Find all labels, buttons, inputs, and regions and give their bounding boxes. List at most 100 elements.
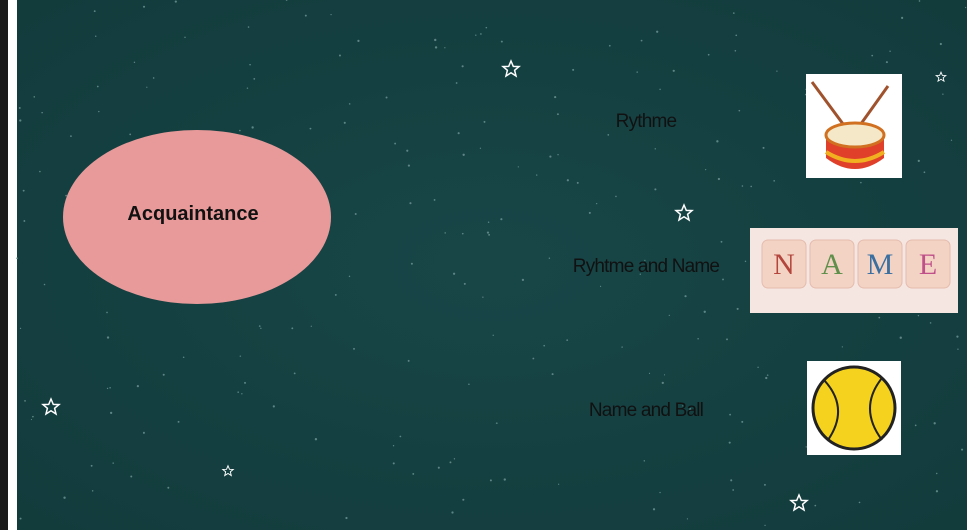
speck [918,160,920,162]
speck [552,373,554,375]
speck [566,339,568,341]
speck [664,374,665,375]
speck [936,473,937,474]
speck [453,273,455,275]
speck [656,31,658,33]
speck [167,487,169,489]
speck [726,338,728,340]
speck [91,465,93,467]
speck [175,0,177,2]
speck [842,346,843,347]
speck [600,286,601,287]
speck [641,40,643,42]
speck [109,387,111,389]
speck [107,336,109,338]
speck [705,169,706,170]
speck [708,54,710,56]
speck [735,35,737,37]
speck [482,297,483,298]
speck [522,279,524,281]
speck [408,360,410,362]
speck [110,412,112,414]
speck [659,492,660,493]
speck [636,71,637,72]
speck [435,46,437,48]
speck [940,43,942,45]
speck [386,96,388,98]
speck [444,232,446,234]
speck [739,110,741,112]
speck [106,312,108,314]
speck [764,525,765,526]
speck [757,367,758,368]
speck [353,348,355,350]
speck [20,518,22,520]
speck [673,70,675,72]
speck [355,213,357,215]
speck [956,336,958,338]
speck [900,337,902,339]
speck [721,241,723,243]
speck [697,338,699,340]
speck [653,508,655,510]
speck [310,128,312,130]
speck [716,140,718,142]
speck [718,178,720,180]
speck [357,40,359,42]
speck [241,393,242,394]
speck [41,112,43,114]
speck [184,37,185,38]
ball-image [807,361,901,455]
speck [253,78,255,80]
speck [572,69,574,71]
speck [349,276,350,277]
speck [735,50,737,52]
speck [687,518,688,519]
speck [134,62,135,63]
speck [733,12,735,14]
speck [649,373,650,374]
speck [886,61,888,63]
speck [70,135,72,137]
left-edge [0,0,8,530]
speck [237,391,239,393]
speck [97,86,99,88]
speck [609,45,611,47]
speck [901,17,903,19]
speck [662,382,664,384]
speck [107,388,108,389]
speck [273,405,275,407]
speck [918,315,919,316]
speck [557,113,559,115]
speck [961,449,963,451]
speck [92,490,93,491]
speck [464,283,466,285]
speck [475,35,476,36]
tile-letter: E [919,248,937,281]
speck [732,489,734,491]
speck [244,382,246,384]
speck [163,374,165,376]
speck [63,497,65,499]
speck [765,377,767,379]
tile-letter: N [773,248,795,281]
speck [532,358,534,360]
speck [248,26,250,28]
speck [484,121,486,123]
speck [750,186,752,188]
speck [291,327,293,329]
speck [889,51,890,52]
speck [143,6,145,8]
speck [596,203,597,204]
speck [806,446,807,447]
speck [311,326,312,327]
speck [23,220,25,222]
speck [684,295,686,297]
speck [763,147,765,149]
speck [94,10,96,12]
speck [178,421,180,423]
speck [919,0,921,2]
speck [942,94,943,95]
speck [345,517,347,519]
speck [577,182,579,184]
